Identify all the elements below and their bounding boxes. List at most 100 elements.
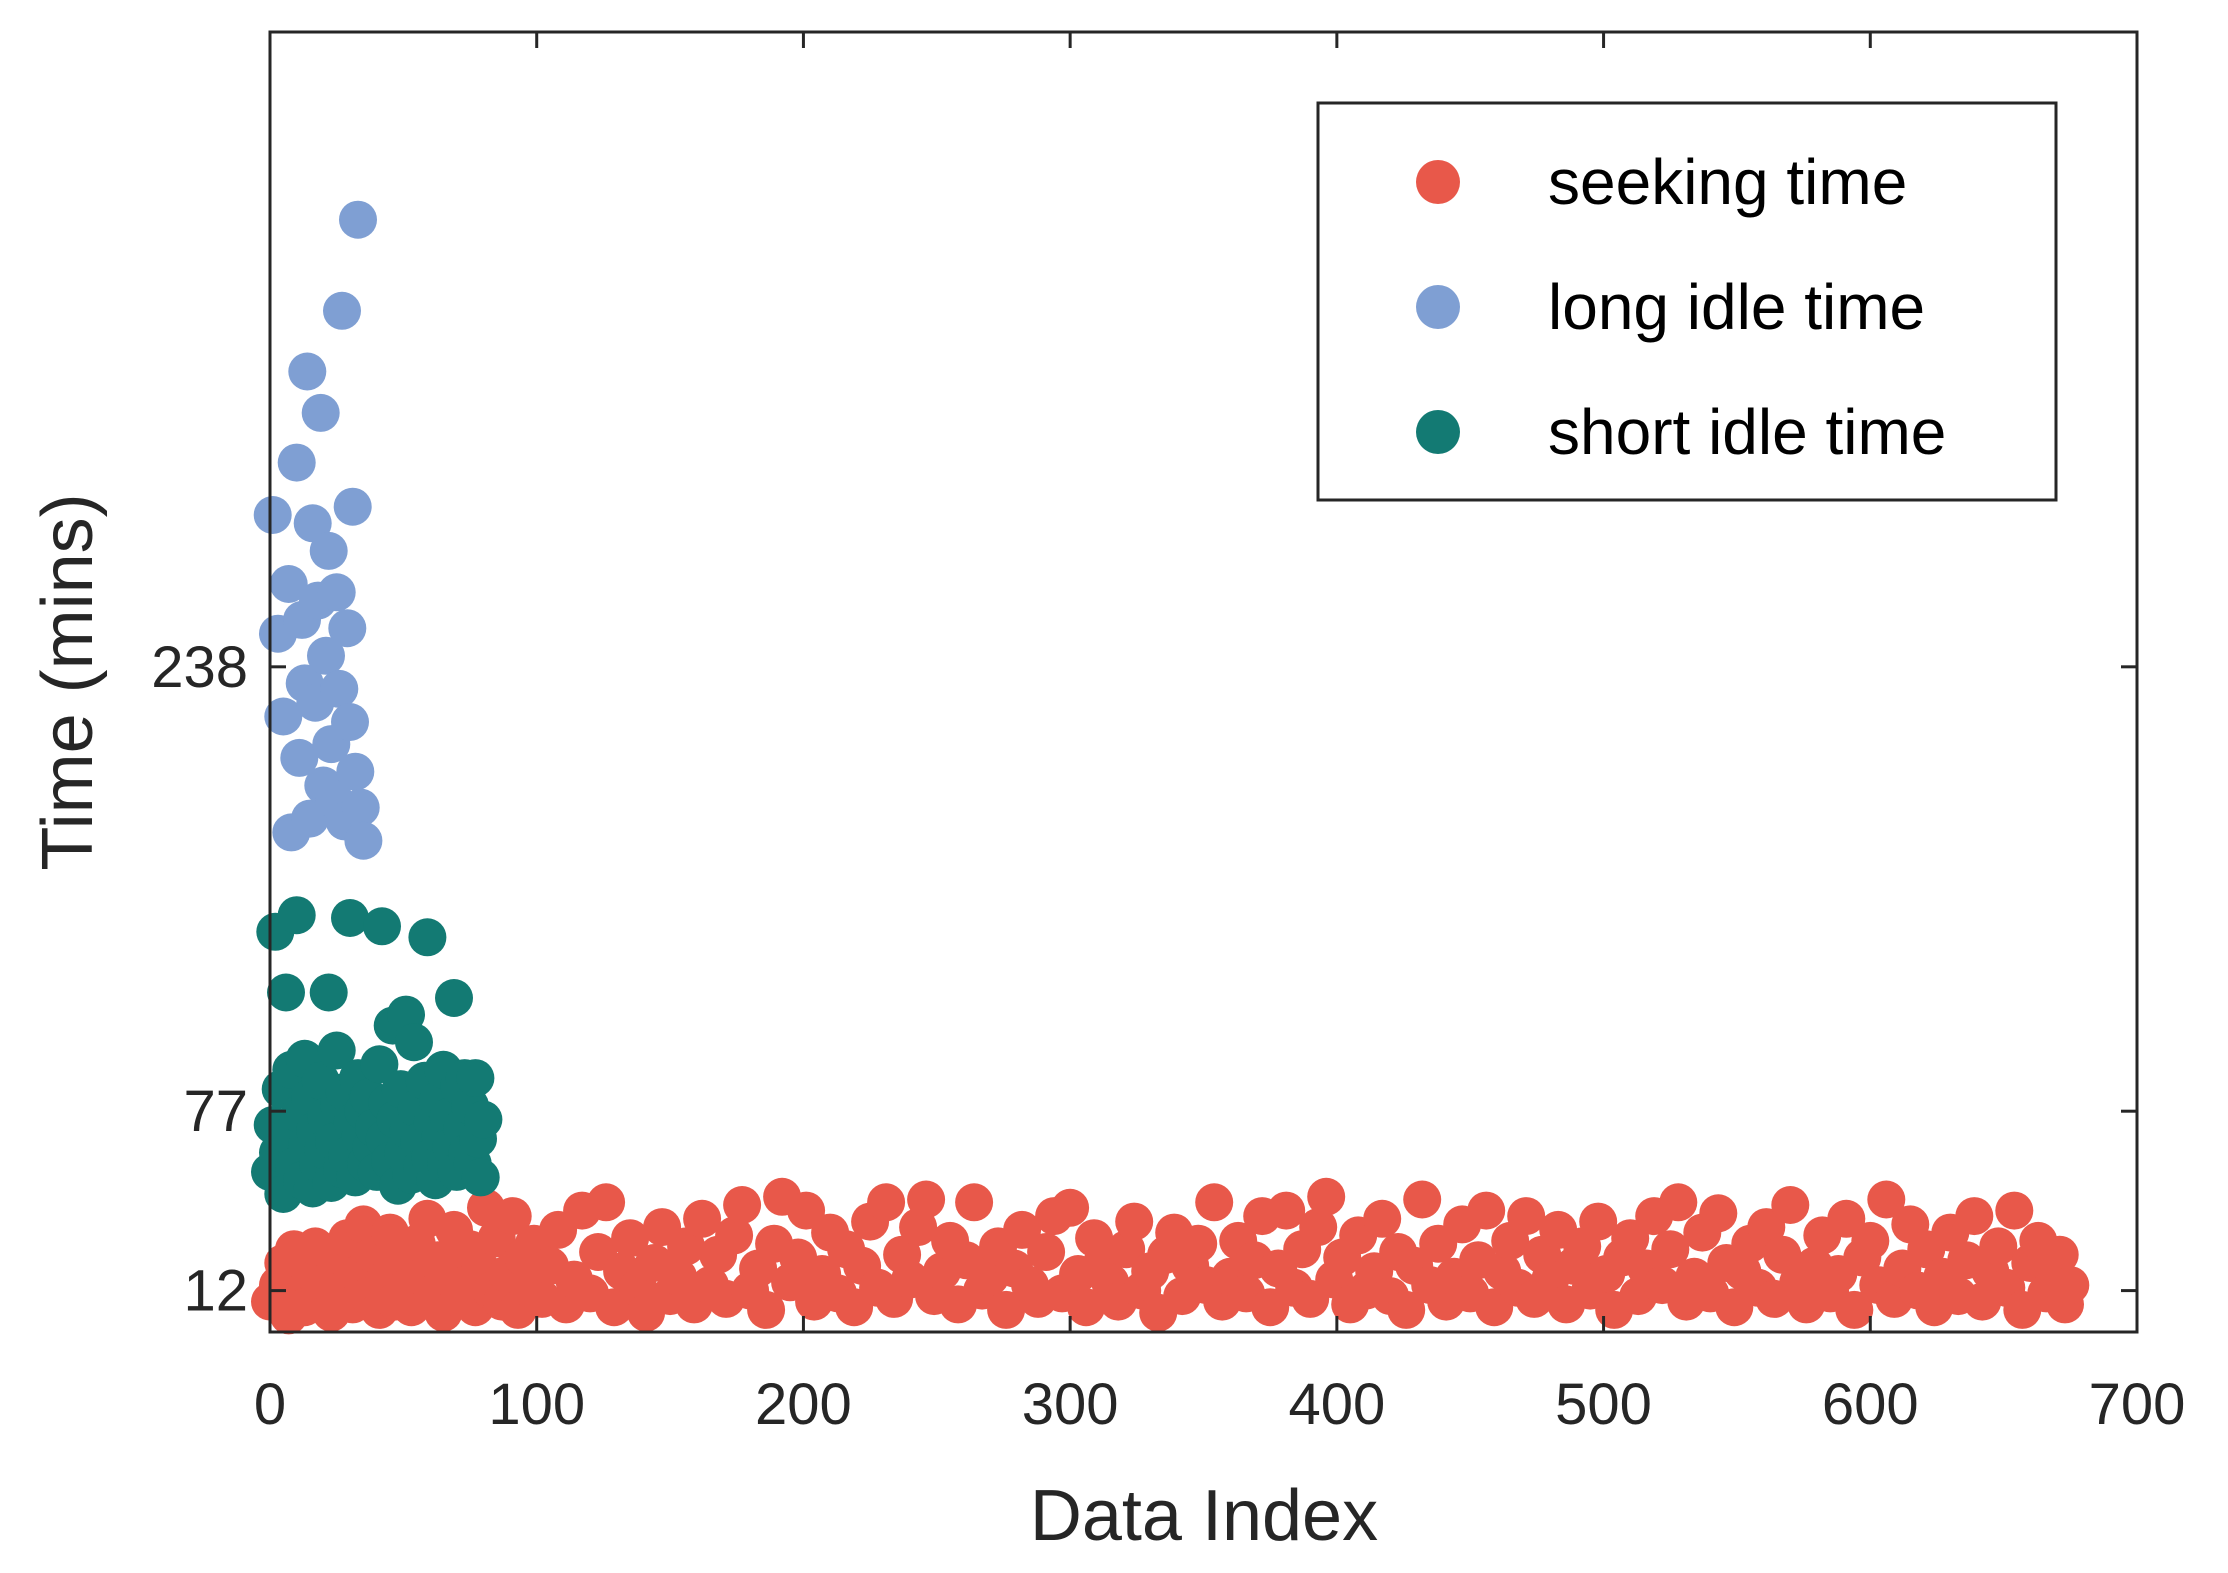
point-short-idle-time-54 bbox=[395, 1023, 433, 1062]
point-seeking-time-232 bbox=[1979, 1227, 2018, 1266]
point-long-idle-time-6 bbox=[280, 738, 319, 777]
point-long-idle-time-29 bbox=[341, 788, 380, 827]
point-seeking-time-75 bbox=[723, 1186, 762, 1224]
point-long-idle-time-9 bbox=[288, 352, 327, 391]
point-seeking-time-203 bbox=[1747, 1208, 1786, 1247]
point-seeking-time-191 bbox=[1651, 1230, 1690, 1269]
point-short-idle-time-6 bbox=[267, 973, 305, 1012]
x-tick-label-0: 0 bbox=[254, 1372, 286, 1437]
legend-marker-long-idle-time bbox=[1416, 285, 1460, 329]
point-long-idle-time-26 bbox=[333, 487, 372, 526]
point-seeking-time-182 bbox=[1579, 1202, 1618, 1241]
point-seeking-time-45 bbox=[493, 1197, 532, 1236]
point-seeking-time-83 bbox=[787, 1191, 826, 1230]
point-seeking-time-240 bbox=[2040, 1235, 2079, 1274]
point-seeking-time-214 bbox=[1835, 1290, 1874, 1329]
point-seeking-time-118 bbox=[1067, 1288, 1106, 1327]
legend-entry-long-idle-time: long idle time bbox=[1416, 271, 1925, 343]
point-seeking-time-132 bbox=[1179, 1224, 1218, 1263]
axis-ticks: 0 100 200 300 400 500 600 700 12 77 238 bbox=[151, 32, 2185, 1437]
point-seeking-time-147 bbox=[1299, 1208, 1338, 1247]
point-short-idle-time-80 bbox=[464, 1100, 503, 1139]
point-long-idle-time-0 bbox=[253, 496, 292, 534]
point-long-idle-time-5 bbox=[277, 443, 316, 482]
point-long-idle-time-25 bbox=[331, 703, 369, 741]
point-seeking-time-192 bbox=[1659, 1183, 1698, 1222]
y-axis-title: Time (mins) bbox=[28, 493, 108, 870]
point-long-idle-time-24 bbox=[328, 609, 367, 648]
point-seeking-time-134 bbox=[1195, 1183, 1234, 1222]
plot-frame bbox=[268, 30, 2139, 1334]
point-short-idle-time-10 bbox=[277, 896, 316, 935]
point-short-idle-time-59 bbox=[408, 918, 447, 957]
point-seeking-time-213 bbox=[1827, 1199, 1866, 1238]
point-seeking-time-186 bbox=[1611, 1219, 1650, 1258]
legend: seeking time long idle time short idle tim… bbox=[1316, 101, 2058, 502]
point-seeking-time-218 bbox=[1867, 1180, 1906, 1219]
point-seeking-time-155 bbox=[1363, 1199, 1402, 1238]
x-tick-label-100: 100 bbox=[488, 1372, 585, 1437]
y-tick-label-238: 238 bbox=[151, 635, 248, 700]
point-seeking-time-234 bbox=[1995, 1191, 2034, 1230]
point-short-idle-time-69 bbox=[435, 979, 473, 1017]
x-tick-label-700: 700 bbox=[2089, 1372, 2186, 1437]
point-seeking-time-216 bbox=[1851, 1221, 1890, 1260]
point-short-idle-time-30 bbox=[331, 899, 369, 937]
point-seeking-time-98 bbox=[907, 1180, 946, 1219]
legend-entries: seeking time long idle time short idle tim… bbox=[1416, 146, 1946, 468]
x-axis-title: Data Index bbox=[1030, 1476, 1378, 1556]
point-short-idle-time-41 bbox=[360, 1045, 399, 1084]
point-long-idle-time-28 bbox=[339, 200, 377, 239]
x-tick-label-300: 300 bbox=[1022, 1372, 1119, 1437]
point-long-idle-time-21 bbox=[320, 669, 359, 708]
point-short-idle-time-77 bbox=[456, 1059, 495, 1098]
point-long-idle-time-30 bbox=[344, 821, 383, 860]
data-points bbox=[251, 200, 2090, 1335]
legend-label-long-idle-time: long idle time bbox=[1548, 271, 1925, 343]
point-seeking-time-67 bbox=[659, 1257, 698, 1296]
point-short-idle-time-42 bbox=[363, 907, 401, 946]
point-seeking-time-124 bbox=[1115, 1202, 1154, 1241]
point-short-idle-time-25 bbox=[317, 1031, 356, 1070]
y-tick-label-12: 12 bbox=[183, 1259, 248, 1324]
y-tick-label-77: 77 bbox=[183, 1079, 248, 1144]
point-seeking-time-242 bbox=[2051, 1266, 2090, 1305]
point-short-idle-time-22 bbox=[309, 973, 348, 1012]
series-seeking-time bbox=[251, 1177, 2090, 1335]
point-long-idle-time-14 bbox=[301, 393, 340, 432]
point-seeking-time-229 bbox=[1955, 1197, 1994, 1236]
point-long-idle-time-2 bbox=[264, 697, 303, 736]
series-short-idle-time bbox=[251, 896, 503, 1213]
point-seeking-time-116 bbox=[1051, 1188, 1090, 1227]
point-long-idle-time-16 bbox=[307, 636, 345, 675]
point-seeking-time-158 bbox=[1387, 1290, 1426, 1329]
point-seeking-time-110 bbox=[1003, 1210, 1042, 1249]
point-seeking-time-108 bbox=[987, 1290, 1026, 1329]
legend-marker-short-idle-time bbox=[1416, 410, 1460, 454]
point-seeking-time-68 bbox=[667, 1227, 706, 1266]
point-long-idle-time-17 bbox=[309, 531, 348, 570]
point-seeking-time-113 bbox=[1027, 1233, 1066, 1271]
point-seeking-time-143 bbox=[1267, 1191, 1306, 1230]
point-seeking-time-74 bbox=[715, 1216, 754, 1255]
point-seeking-time-206 bbox=[1771, 1186, 1810, 1224]
legend-entry-seeking-time: seeking time bbox=[1416, 146, 1907, 218]
point-seeking-time-168 bbox=[1467, 1191, 1506, 1230]
point-seeking-time-58 bbox=[587, 1183, 626, 1222]
point-seeking-time-93 bbox=[867, 1183, 906, 1222]
x-tick-label-200: 200 bbox=[755, 1372, 852, 1437]
point-seeking-time-205 bbox=[1763, 1235, 1802, 1274]
x-tick-label-400: 400 bbox=[1288, 1372, 1385, 1437]
point-long-idle-time-3 bbox=[269, 565, 308, 603]
legend-entry-short-idle-time: short idle time bbox=[1416, 396, 1946, 468]
point-seeking-time-197 bbox=[1699, 1194, 1738, 1233]
point-short-idle-time-79 bbox=[461, 1158, 500, 1197]
x-tick-label-600: 600 bbox=[1822, 1372, 1919, 1437]
legend-label-seeking-time: seeking time bbox=[1548, 146, 1907, 218]
x-tick-label-500: 500 bbox=[1555, 1372, 1652, 1437]
point-long-idle-time-20 bbox=[317, 573, 356, 612]
point-seeking-time-104 bbox=[955, 1183, 994, 1222]
point-seeking-time-160 bbox=[1403, 1180, 1442, 1219]
point-seeking-time-70 bbox=[683, 1199, 722, 1238]
